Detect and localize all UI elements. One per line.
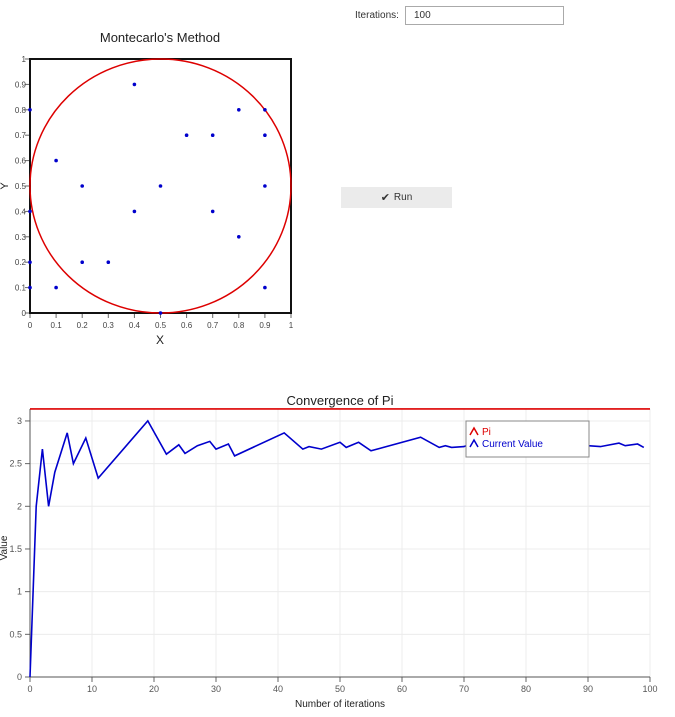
convergence-y-axis-label: Value bbox=[0, 535, 10, 560]
iterations-label: Iterations: bbox=[355, 10, 399, 21]
scatter-point bbox=[237, 108, 241, 112]
scatter-point bbox=[263, 108, 267, 112]
scatter-y-tick-label: 0.3 bbox=[15, 233, 27, 242]
scatter-x-tick-label: 0.2 bbox=[77, 321, 89, 330]
scatter-point bbox=[106, 260, 111, 265]
scatter-point bbox=[28, 209, 32, 214]
scatter-x-tick-label: 0.8 bbox=[233, 321, 245, 330]
scatter-x-tick-label: 1 bbox=[289, 321, 294, 330]
scatter-y-tick-label: 0.1 bbox=[15, 284, 27, 293]
convergence-x-tick-label: 10 bbox=[87, 684, 97, 694]
scatter-x-tick-label: 0.9 bbox=[259, 321, 271, 330]
convergence-y-tick-label: 1 bbox=[17, 587, 22, 597]
legend-current-value-label: Current Value bbox=[482, 439, 543, 450]
checkmark-icon: ✔ bbox=[380, 192, 390, 204]
iterations-input[interactable] bbox=[405, 6, 564, 25]
scatter-point bbox=[28, 260, 32, 265]
scatter-point bbox=[210, 209, 215, 214]
scatter-point bbox=[210, 133, 215, 137]
scatter-y-tick-label: 0.7 bbox=[15, 131, 27, 140]
scatter-point bbox=[158, 311, 163, 315]
scatter-point bbox=[80, 260, 84, 265]
scatter-y-tick-label: 0.9 bbox=[15, 80, 27, 89]
scatter-point bbox=[28, 285, 32, 290]
convergence-x-tick-label: 80 bbox=[521, 684, 531, 694]
scatter-y-tick-label: 0 bbox=[22, 309, 27, 318]
convergence-y-tick-label: 1.5 bbox=[9, 544, 22, 554]
scatter-y-axis-label: Y bbox=[0, 182, 11, 190]
convergence-x-tick-label: 70 bbox=[459, 684, 469, 694]
scatter-point bbox=[184, 133, 189, 137]
scatter-point bbox=[132, 209, 137, 214]
scatter-y-tick-label: 0.4 bbox=[15, 207, 27, 216]
convergence-x-tick-label: 100 bbox=[642, 684, 657, 694]
scatter-y-tick-label: 0.8 bbox=[15, 106, 27, 115]
run-button[interactable]: ✔ Run bbox=[341, 187, 452, 208]
scatter-x-tick-label: 0.4 bbox=[129, 321, 141, 330]
montecarlo-scatter-chart: Montecarlo's Method X Y 0 0.1 0.2 0.3 0.4 0.5… bbox=[0, 30, 294, 347]
legend-pi-label: Pi bbox=[482, 427, 491, 438]
scatter-point bbox=[263, 184, 267, 188]
convergence-x-tick-label: 40 bbox=[273, 684, 283, 694]
convergence-title: Convergence of Pi bbox=[287, 393, 394, 408]
legend-box bbox=[465, 420, 590, 458]
run-button-label: Run bbox=[393, 192, 413, 203]
convergence-line-chart: Convergence of Pi Number of iterations V… bbox=[0, 393, 658, 710]
convergence-y-tick-label: 2.5 bbox=[9, 459, 22, 469]
scatter-point bbox=[132, 82, 137, 87]
scatter-point bbox=[54, 285, 58, 290]
convergence-y-tick-label: 3 bbox=[17, 416, 22, 426]
scatter-x-tick-label: 0.5 bbox=[155, 321, 167, 330]
convergence-x-tick-label: 90 bbox=[583, 684, 593, 694]
convergence-x-axis-label: Number of iterations bbox=[295, 699, 385, 710]
scatter-point bbox=[158, 184, 163, 188]
scatter-x-tick-label: 0.1 bbox=[51, 321, 63, 330]
scatter-y-tick-label: 0.6 bbox=[15, 157, 27, 166]
scatter-x-tick-label: 0.7 bbox=[207, 321, 219, 330]
scatter-point bbox=[80, 184, 84, 188]
convergence-legend: Pi Current Value bbox=[465, 420, 590, 458]
scatter-x-tick-label: 0.3 bbox=[103, 321, 115, 330]
scatter-y-tick-label: 0.5 bbox=[15, 182, 27, 191]
scatter-x-axis-label: X bbox=[156, 333, 164, 347]
scatter-y-tick-label: 0.2 bbox=[15, 258, 27, 267]
legend-current-value-icon bbox=[469, 438, 479, 448]
scatter-title: Montecarlo's Method bbox=[100, 30, 220, 45]
convergence-x-tick-label: 20 bbox=[149, 684, 159, 694]
convergence-y-tick-label: 0.5 bbox=[9, 629, 22, 639]
convergence-y-tick-label: 0 bbox=[17, 672, 22, 682]
convergence-x-tick-label: 60 bbox=[397, 684, 407, 694]
scatter-x-tick-label: 0.6 bbox=[181, 321, 193, 330]
scatter-point bbox=[54, 158, 58, 163]
scatter-point bbox=[28, 108, 32, 112]
scatter-point bbox=[263, 285, 267, 290]
convergence-x-tick-label: 0 bbox=[27, 684, 32, 694]
scatter-point bbox=[263, 133, 267, 137]
convergence-x-tick-label: 30 bbox=[211, 684, 221, 694]
scatter-point bbox=[237, 235, 241, 239]
scatter-x-tick-label: 0 bbox=[28, 321, 33, 330]
scatter-y-tick-label: 1 bbox=[22, 55, 27, 64]
legend-pi-icon bbox=[469, 426, 479, 436]
convergence-y-tick-label: 2 bbox=[17, 501, 22, 511]
convergence-x-tick-label: 50 bbox=[335, 684, 345, 694]
